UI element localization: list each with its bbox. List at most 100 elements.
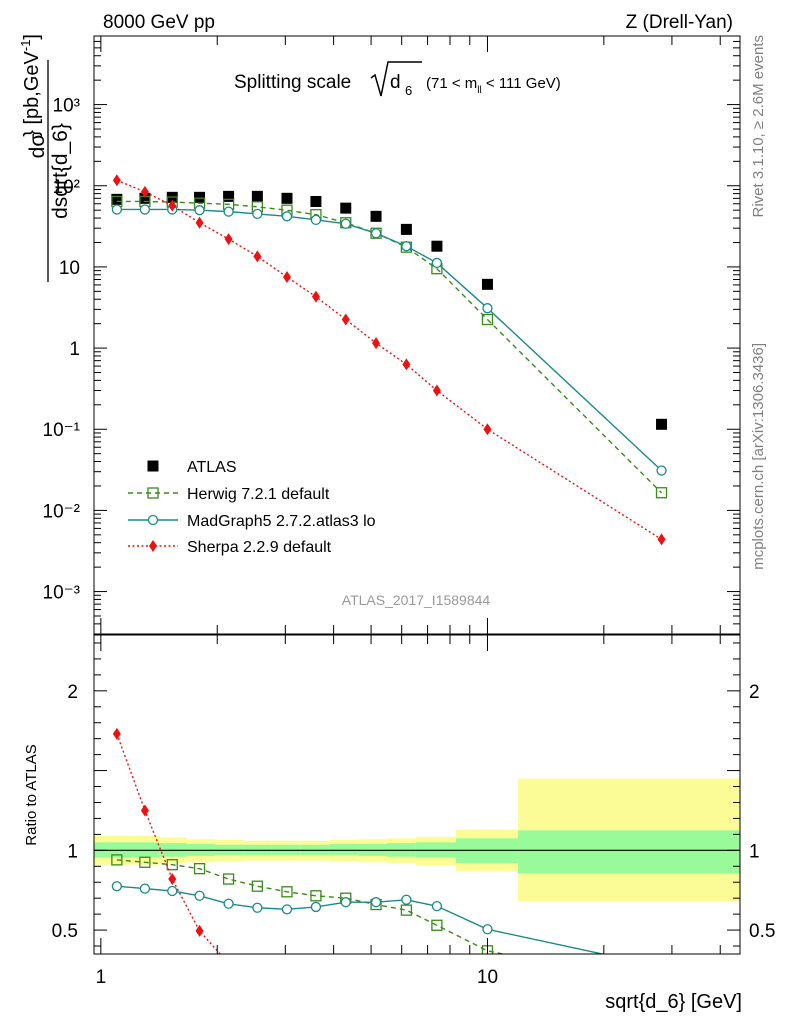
ratio-y-axis-label: Ratio to ATLAS xyxy=(23,744,40,845)
main-point-sherpa-6 xyxy=(282,271,291,284)
main-point-madgraph-4 xyxy=(223,206,234,217)
ratio-point-herwig-6 xyxy=(281,886,293,898)
main-ytick-label: 1 xyxy=(69,339,80,360)
main-point-sherpa-13 xyxy=(657,533,666,546)
rivet-version: Rivet 3.1.10, ≥ 2.6M events xyxy=(750,35,767,218)
main-y-axis-unit: } [pb,GeV-1] xyxy=(18,34,43,137)
main-point-madgraph-6 xyxy=(281,211,293,222)
main-point-sherpa-7 xyxy=(311,290,320,303)
ratio-point-madgraph-11 xyxy=(431,901,443,912)
ratio-point-madgraph-10 xyxy=(401,894,412,905)
main-point-data-6 xyxy=(281,192,293,204)
main-point-data-10 xyxy=(400,223,412,235)
main-line-madgraph xyxy=(116,208,663,472)
legend-label-data: ATLAS xyxy=(187,459,237,476)
main-point-madgraph-10 xyxy=(401,241,412,252)
plot-title-cut: (71 < mll < 111 GeV) xyxy=(426,75,561,96)
ratio-ytick-label-right: 0.5 xyxy=(749,921,775,942)
main-point-data-7 xyxy=(310,195,322,207)
main-point-madgraph-3 xyxy=(194,205,205,216)
ratio-point-sherpa-9 xyxy=(372,1000,380,1012)
main-point-sherpa-12 xyxy=(483,423,492,436)
main-point-madgraph-5 xyxy=(252,208,263,220)
main-point-herwig-12 xyxy=(481,313,494,326)
ratio-point-madgraph-3 xyxy=(194,890,205,901)
main-series-sherpa xyxy=(112,174,666,546)
main-point-sherpa-11 xyxy=(432,384,441,397)
main-point-madgraph-11 xyxy=(431,257,443,269)
main-series-herwig xyxy=(111,195,668,499)
legend-item-madgraph: MadGraph5 2.7.2.atlas3 lo xyxy=(128,513,376,530)
ratio-point-sherpa-2 xyxy=(168,873,177,886)
main-point-madgraph-7 xyxy=(310,214,322,226)
main-y-axis-label-den: dsqrt{d_6} xyxy=(49,123,72,219)
x-axis-label: sqrt{d_6} [GeV] xyxy=(605,991,742,1013)
ratio-point-herwig-0 xyxy=(111,854,123,866)
ratio-point-herwig-7 xyxy=(310,890,322,902)
plot-title: Splitting scale d 6 (71 < mll < 111 GeV) xyxy=(234,61,561,98)
main-point-madgraph-1 xyxy=(139,204,151,215)
xtick-label: 10 xyxy=(477,967,498,988)
ratio-series-layer xyxy=(111,727,606,1012)
plot-title-subscript: 6 xyxy=(405,83,412,98)
main-point-sherpa-2 xyxy=(168,199,177,212)
legend-marker-data xyxy=(147,460,159,472)
main-point-sherpa-5 xyxy=(253,250,262,263)
main-point-sherpa-9 xyxy=(372,337,381,350)
ratio-point-madgraph-9 xyxy=(370,897,382,908)
legend-label-herwig: Herwig 7.2.1 default xyxy=(187,486,330,503)
main-point-data-1 xyxy=(139,192,151,204)
main-y-axis-label: dσ xyxy=(26,134,49,159)
ratio-point-madgraph-2 xyxy=(167,885,178,897)
ratio-ytick-label-right: 1 xyxy=(749,841,760,862)
main-line-herwig xyxy=(116,200,663,494)
main-point-data-11 xyxy=(431,240,443,252)
main-ytick-label: 10⁻² xyxy=(43,501,81,522)
legend-marker-herwig xyxy=(147,487,159,499)
ratio-point-madgraph-5 xyxy=(252,902,263,913)
cut-open: (71 < m xyxy=(426,75,477,92)
main-point-data-4 xyxy=(223,190,235,202)
ratio-panel-frame xyxy=(93,634,741,955)
main-point-data-13 xyxy=(656,418,668,430)
main-point-madgraph-9 xyxy=(370,228,382,239)
ratio-point-sherpa-10 xyxy=(402,1000,410,1012)
main-ytick-label: 10⁻¹ xyxy=(43,420,81,441)
ratio-ytick-label: 0.5 xyxy=(52,921,78,942)
main-point-data-8 xyxy=(340,202,352,214)
band-inner-8 xyxy=(329,843,359,856)
ratio-point-sherpa-0 xyxy=(112,727,121,740)
header-left: 8000 GeV pp xyxy=(103,12,215,33)
ratio-point-sherpa-1 xyxy=(140,804,149,817)
y-label-num: dσ xyxy=(26,134,49,159)
ratio-point-sherpa-5 xyxy=(253,975,261,987)
ratio-point-herwig-3 xyxy=(193,863,206,875)
ratio-point-sherpa-4 xyxy=(225,958,233,970)
cut-close: < 111 GeV) xyxy=(482,75,561,92)
main-point-herwig-13 xyxy=(655,487,668,499)
ratio-series-herwig xyxy=(111,854,507,954)
cut-sub: ll xyxy=(477,85,481,96)
ratio-point-herwig-5 xyxy=(251,880,264,892)
header-right: Z (Drell-Yan) xyxy=(626,12,733,33)
main-series-data xyxy=(111,190,668,430)
main-point-sherpa-3 xyxy=(195,216,204,229)
main-point-sherpa-8 xyxy=(341,313,350,326)
main-point-sherpa-10 xyxy=(402,358,411,371)
main-point-madgraph-0 xyxy=(111,204,123,215)
main-point-data-9 xyxy=(370,210,382,222)
legend-item-herwig: Herwig 7.2.1 default xyxy=(128,486,330,503)
ratio-point-herwig-4 xyxy=(222,873,235,885)
main-ytick-label: 10 xyxy=(59,258,80,279)
ratio-point-herwig-10 xyxy=(400,904,413,916)
main-point-madgraph-12 xyxy=(482,303,493,314)
main-series-madgraph xyxy=(111,204,667,476)
legend-label-sherpa: Sherpa 2.2.9 default xyxy=(187,539,332,556)
main-point-sherpa-1 xyxy=(140,185,149,198)
ratio-uncertainty-bands xyxy=(94,778,740,902)
ratio-point-sherpa-3 xyxy=(195,924,204,937)
sqrt-symbol xyxy=(370,61,422,97)
xtick-label: 1 xyxy=(96,967,107,988)
main-ytick-label: 10⁻³ xyxy=(43,583,81,604)
main-ytick-label: 10² xyxy=(53,177,80,198)
